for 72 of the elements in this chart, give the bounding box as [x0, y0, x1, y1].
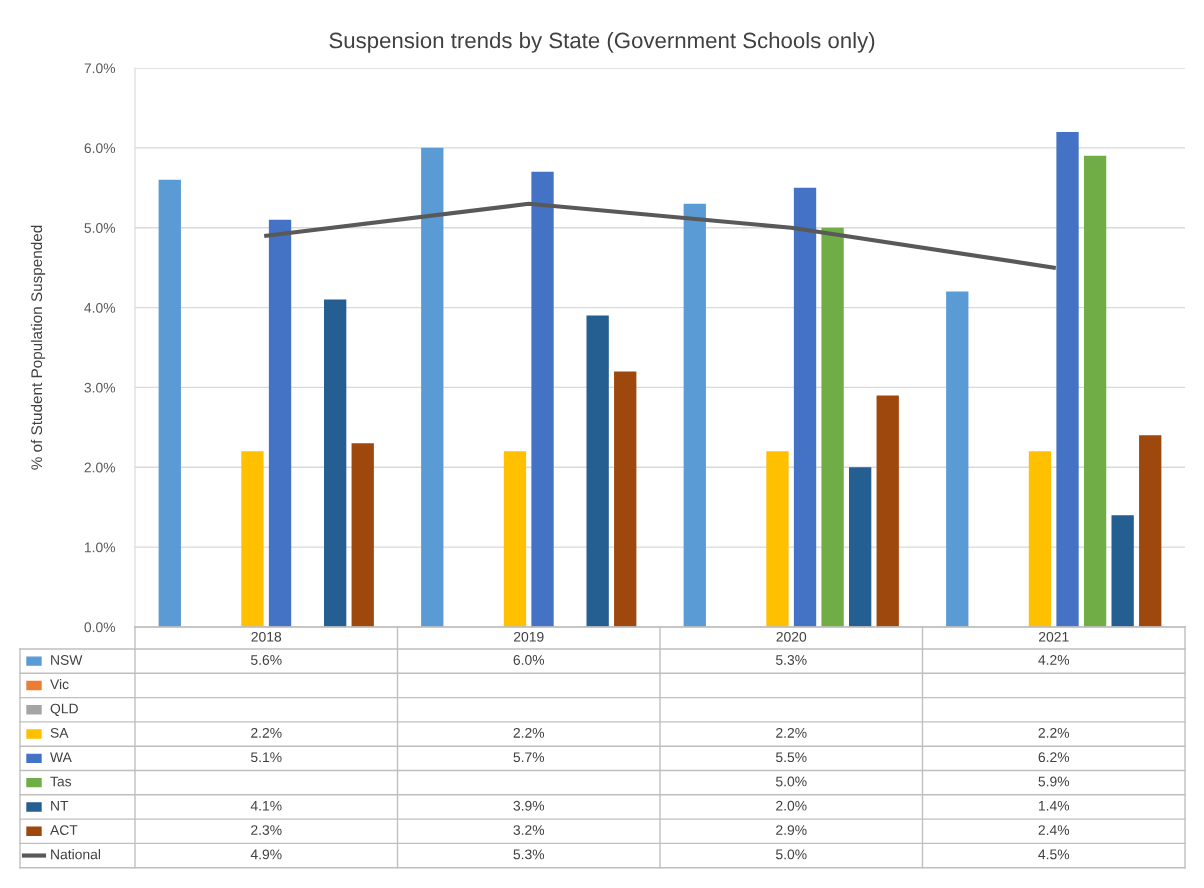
- bar: [268, 219, 292, 627]
- data-label: 6.2%: [1038, 752, 1070, 763]
- legend-label: QLD: [50, 703, 78, 716]
- data-label: 5.0%: [775, 776, 807, 787]
- data-label: 2.2%: [1038, 727, 1070, 738]
- data-label: 5.6%: [250, 655, 282, 665]
- legend-label: NT: [51, 800, 69, 811]
- data-label: 3.2%: [513, 825, 545, 835]
- data-label: 6.0%: [513, 655, 545, 665]
- x-tick-label: 2021: [1039, 631, 1069, 642]
- data-label: 2.2%: [251, 727, 282, 738]
- data-label: 5.0%: [775, 849, 807, 860]
- bar: [421, 147, 444, 627]
- legend-label: ACT: [50, 825, 78, 835]
- y-tick-label: 5.0%: [84, 223, 116, 233]
- data-label: 3.9%: [513, 800, 545, 811]
- x-tick-label: 2019: [514, 631, 544, 642]
- data-label: 1.4%: [1038, 800, 1070, 811]
- bar: [876, 395, 899, 627]
- data-label: 4.2%: [1038, 655, 1070, 665]
- bar: [849, 467, 872, 627]
- data-label: 4.5%: [1038, 849, 1070, 860]
- data-label: 2.3%: [251, 825, 282, 835]
- legend-label: Tas: [50, 776, 72, 787]
- data-label: 2.9%: [776, 825, 807, 835]
- bar: [821, 227, 844, 627]
- chart-title: Suspension trends by State (Government Schools only): [329, 32, 875, 53]
- y-tick-label: 4.0%: [84, 302, 116, 313]
- y-axis-title: % of Student Population Suspended: [30, 225, 46, 470]
- bar: [351, 443, 374, 627]
- y-tick-label: 1.0%: [84, 542, 116, 553]
- y-tick-label: 6.0%: [84, 143, 116, 154]
- legend-label: Vic: [50, 678, 69, 690]
- y-tick-label: 0.0%: [84, 622, 116, 633]
- data-label: 2.2%: [513, 727, 545, 738]
- bar: [1083, 155, 1107, 627]
- bar: [766, 451, 789, 627]
- data-label: 5.3%: [513, 849, 545, 860]
- data-label: 2.4%: [1038, 825, 1070, 835]
- bar: [614, 371, 637, 627]
- bar: [683, 203, 706, 627]
- data-label: 2.0%: [776, 800, 807, 811]
- legend-label: NSW: [51, 655, 83, 665]
- data-label: 4.9%: [250, 849, 282, 860]
- bar: [1056, 131, 1079, 627]
- bar: [1028, 451, 1052, 627]
- data-label: 5.7%: [513, 752, 545, 763]
- data-label: 5.3%: [775, 655, 807, 665]
- legend-label: SA: [50, 727, 69, 738]
- bar: [793, 187, 817, 627]
- bar: [158, 179, 181, 627]
- y-tick-label: 7.0%: [84, 63, 116, 74]
- data-label: 5.5%: [775, 752, 807, 763]
- data-label: 4.1%: [250, 800, 282, 811]
- bar: [503, 451, 527, 627]
- data-label: 2.2%: [776, 727, 807, 738]
- y-tick-label: 2.0%: [84, 462, 116, 473]
- bar: [324, 299, 347, 627]
- data-label: 5.1%: [250, 752, 282, 763]
- legend-label: National: [51, 849, 101, 860]
- bar: [586, 315, 609, 627]
- x-tick-label: 2020: [776, 631, 807, 642]
- bar: [531, 171, 554, 627]
- x-tick-label: 2018: [251, 631, 282, 642]
- bar: [946, 291, 969, 627]
- bar: [1111, 515, 1134, 627]
- bar: [1139, 435, 1162, 627]
- bar: [241, 451, 264, 627]
- data-label: 5.9%: [1038, 776, 1070, 787]
- line-series: [264, 201, 1056, 270]
- legend-label: WA: [50, 752, 72, 762]
- y-tick-label: 3.0%: [84, 382, 116, 393]
